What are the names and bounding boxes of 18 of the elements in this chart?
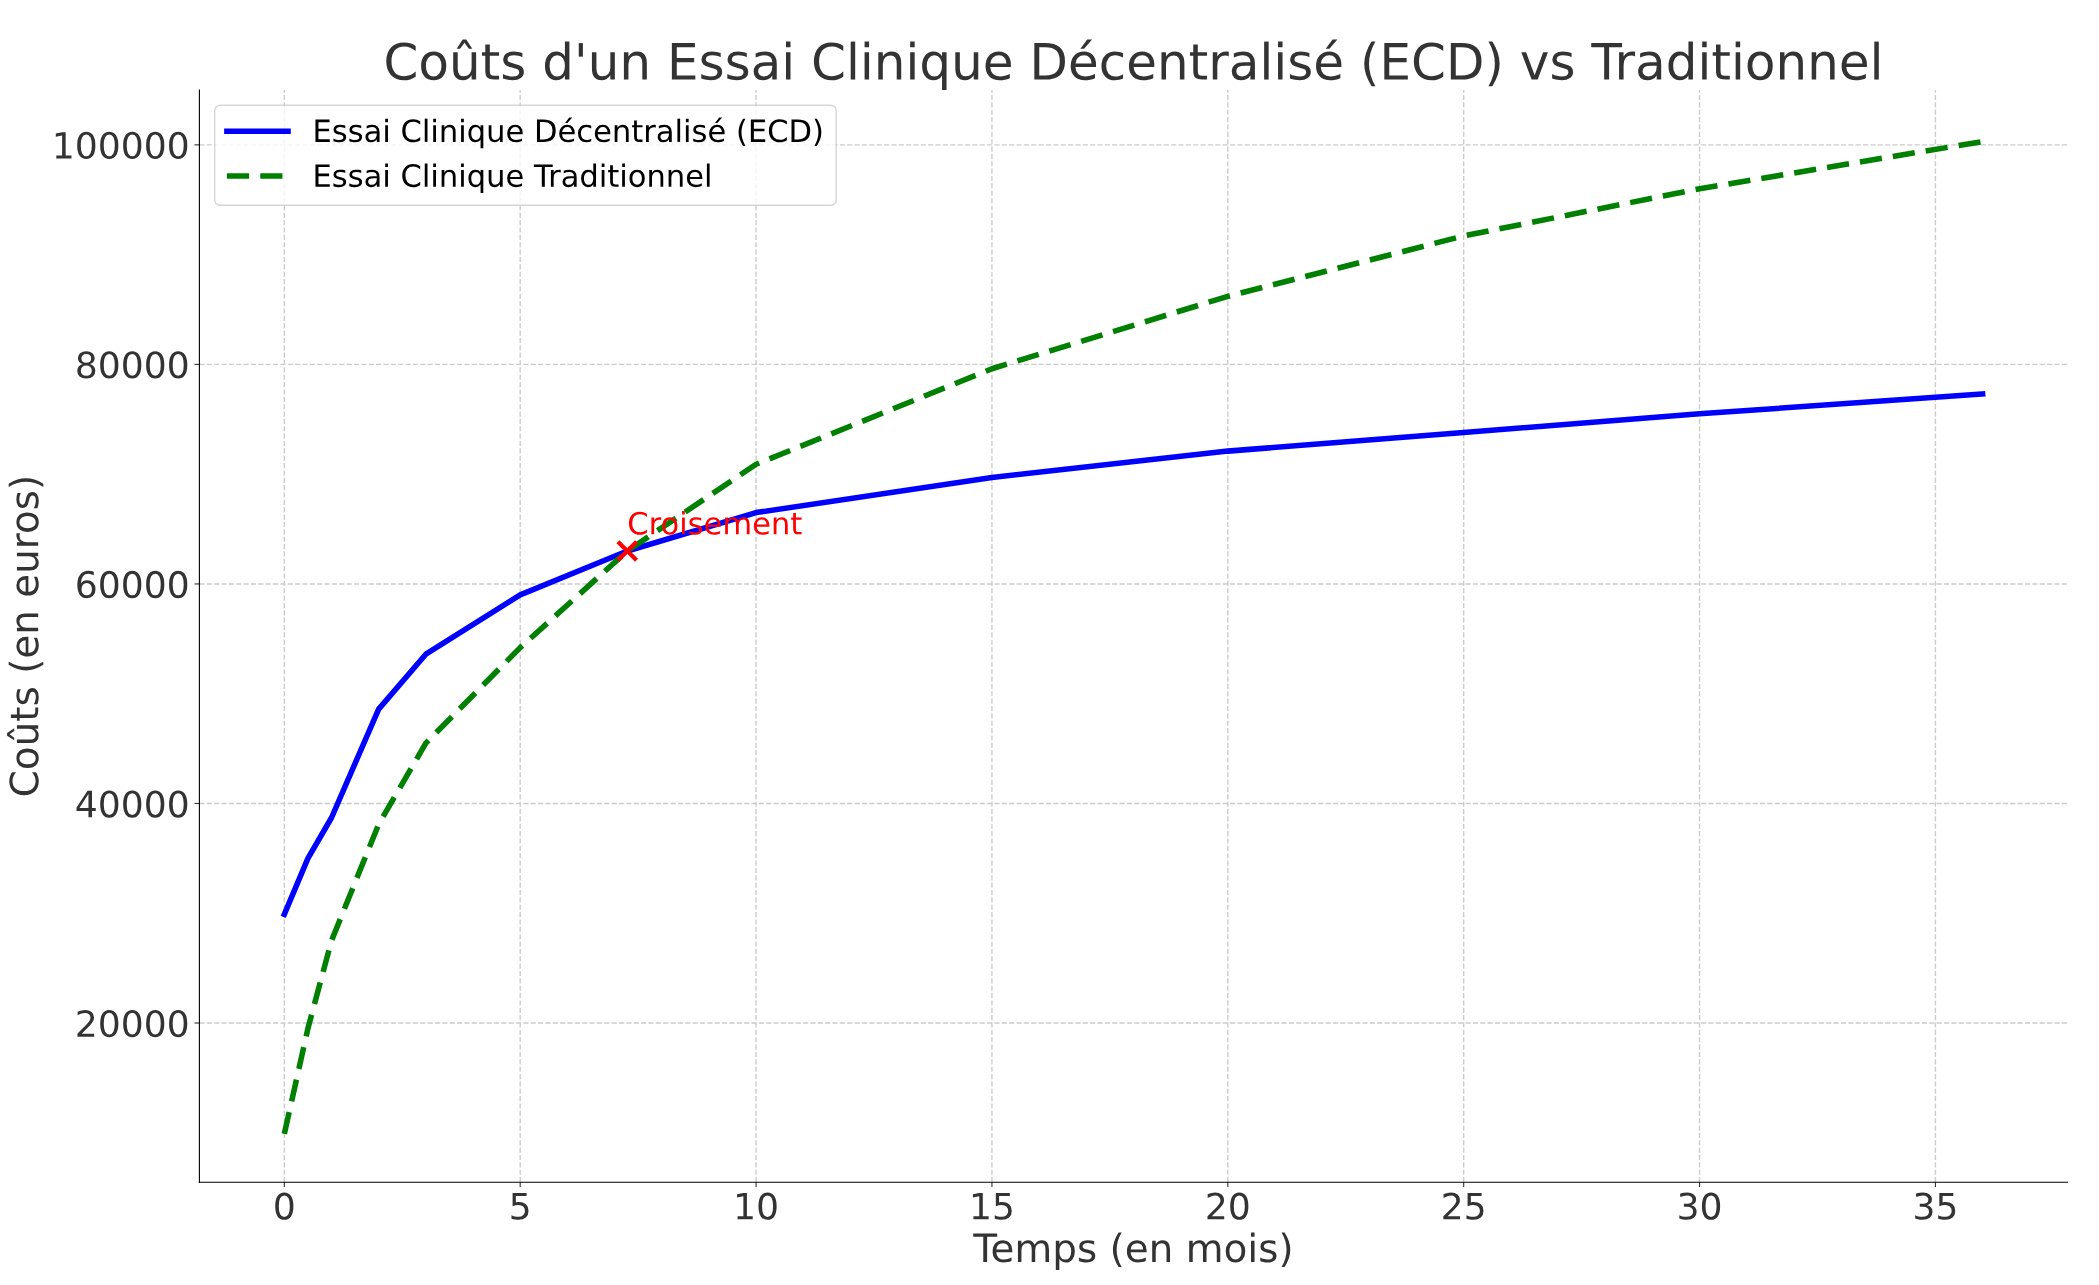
chart-title: Coûts d'un Essai Clinique Décentralisé (ECD) vs Traditionnel — [386, 39, 1879, 90]
x-tick-label: 30 — [1679, 1192, 1721, 1220]
y-tick-label: 80000 — [77, 351, 188, 379]
y-tick-label: 100000 — [55, 131, 188, 160]
x-tick-label: 10 — [737, 1192, 777, 1220]
legend-label: Essai Clinique Traditionnel — [315, 163, 710, 194]
x-tick-label: 25 — [1443, 1192, 1484, 1220]
x-tick-label: 0 — [275, 1192, 294, 1220]
y-axis-title: Coûts (en euros) — [7, 478, 44, 796]
legend-label: Essai Clinique Décentralisé (ECD) — [315, 117, 822, 149]
x-tick-label: 20 — [1207, 1192, 1249, 1220]
x-axis-title: Temps (en mois) — [973, 1232, 1291, 1271]
x-tick-label: 35 — [1915, 1192, 1956, 1220]
x-tick-label: 5 — [511, 1193, 529, 1220]
y-tick-label: 60000 — [77, 570, 188, 599]
x-tick-label: 15 — [972, 1193, 1012, 1220]
y-tick-label: 40000 — [76, 790, 188, 818]
y-tick-label: 20000 — [77, 1009, 188, 1038]
